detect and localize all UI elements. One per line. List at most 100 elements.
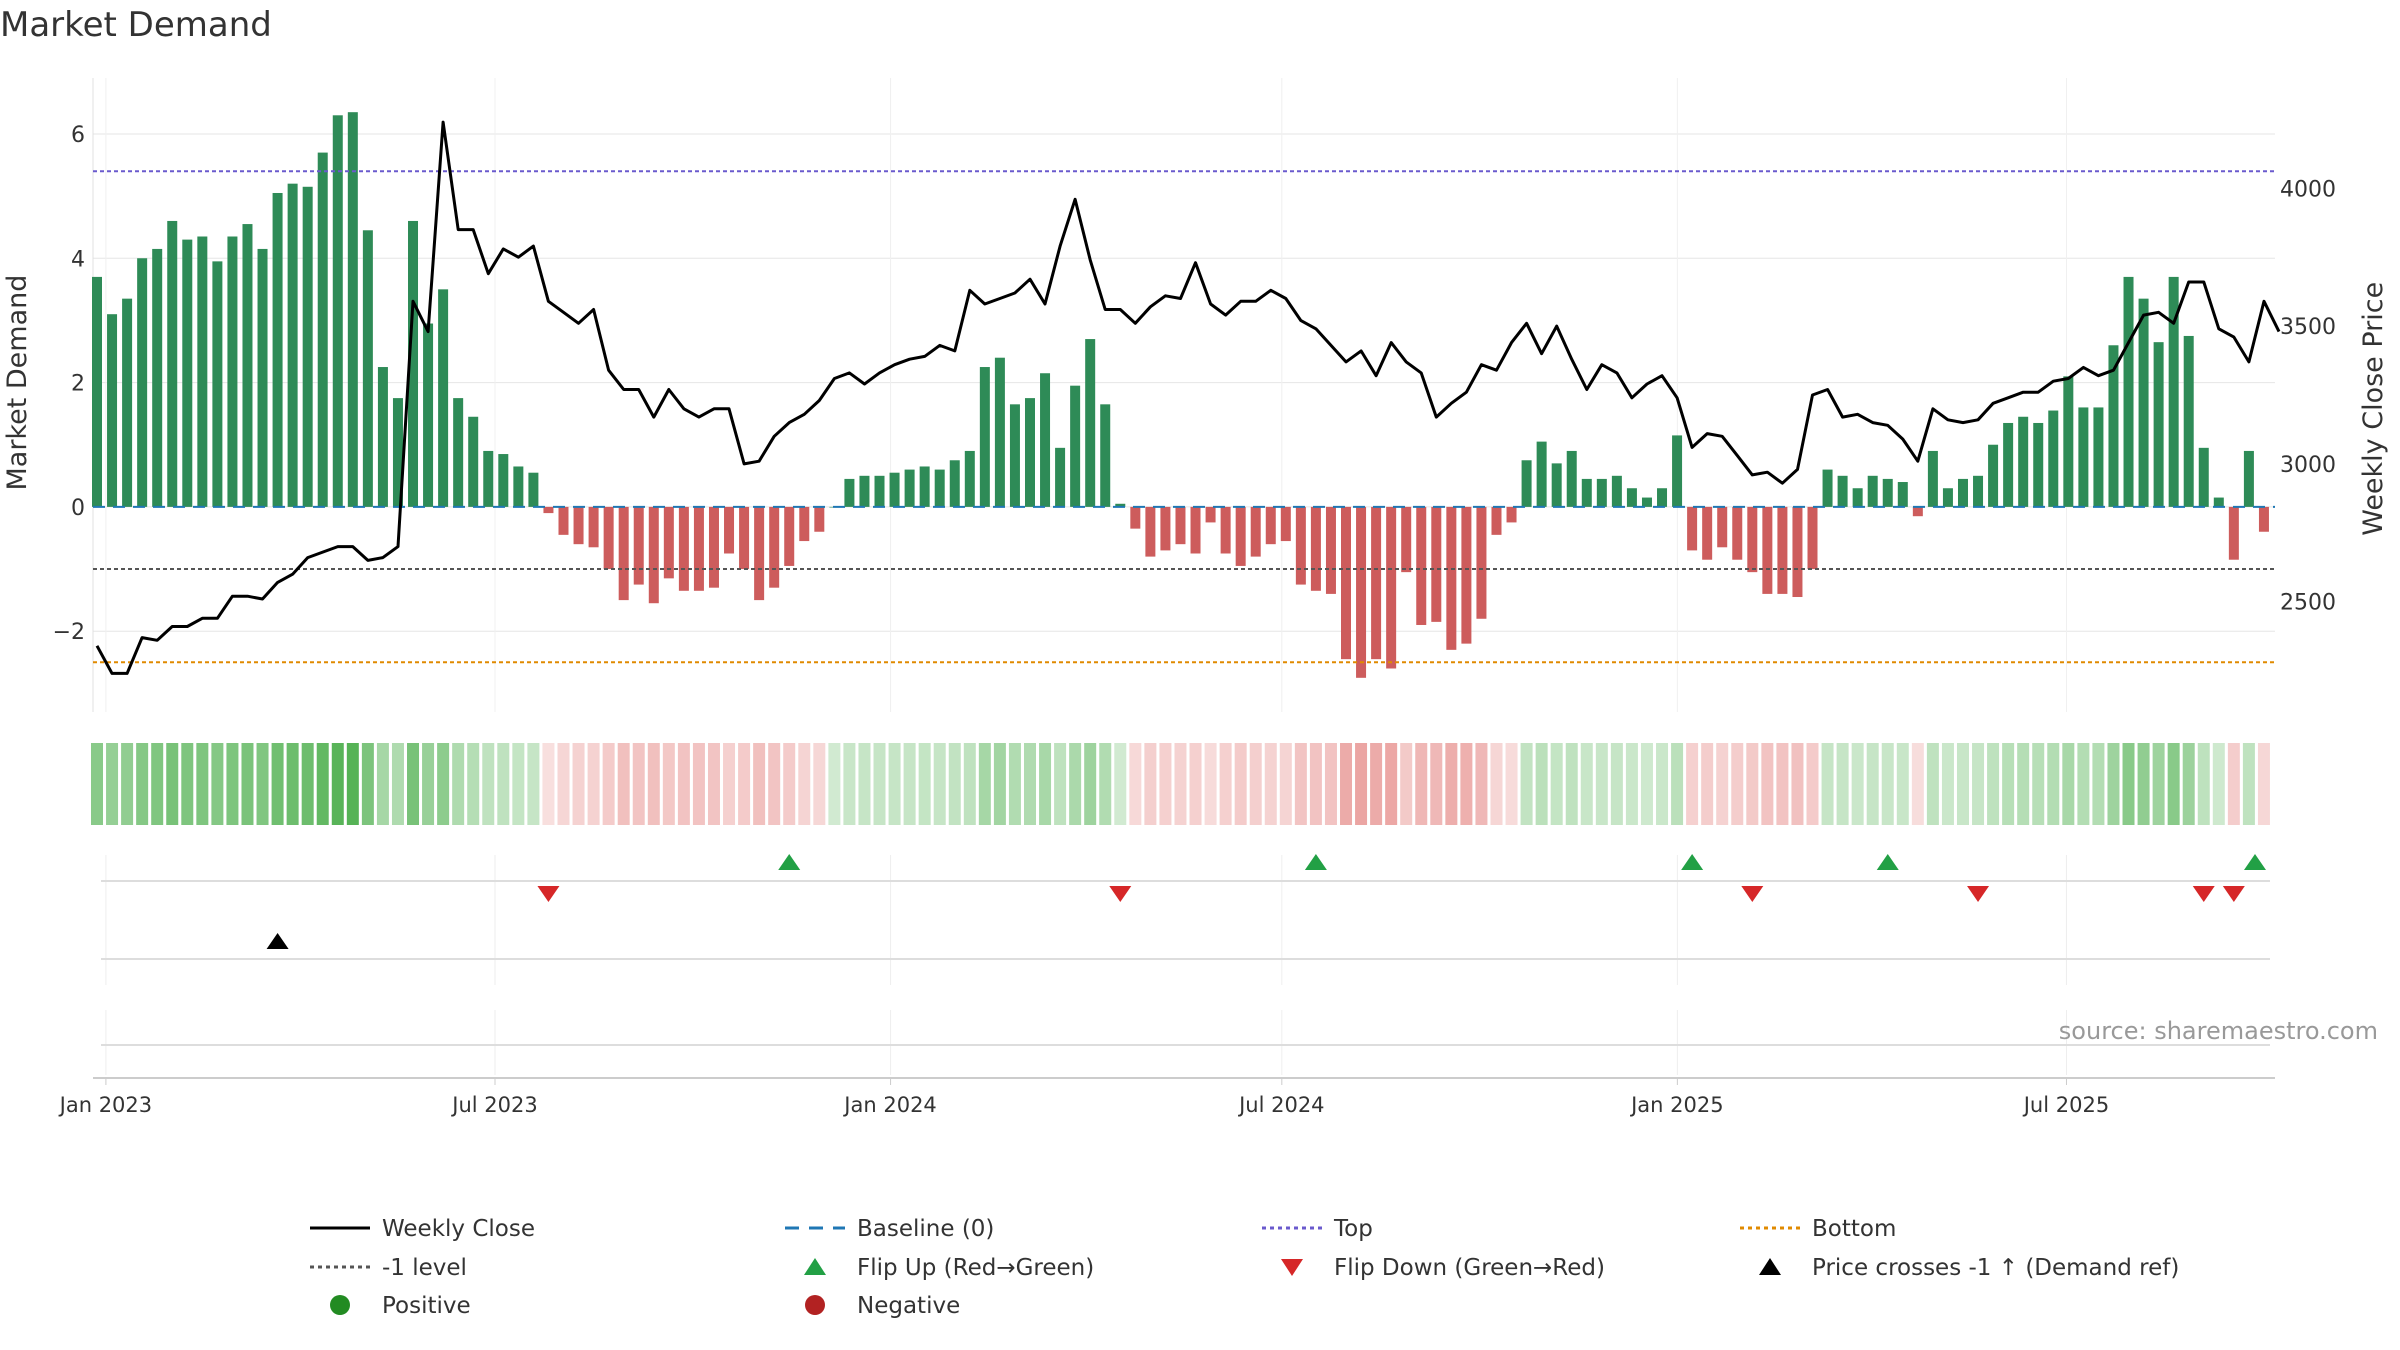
heat-cell	[2047, 743, 2060, 825]
heat-cell	[1671, 743, 1684, 825]
heat-cell	[2137, 743, 2150, 825]
bar-positive	[212, 261, 223, 507]
heat-cell	[843, 743, 856, 825]
heat-cell	[798, 743, 811, 825]
bar-negative	[1235, 506, 1246, 566]
heat-cell	[1640, 743, 1653, 825]
bar-positive	[1942, 488, 1953, 507]
heat-cell	[2167, 743, 2180, 825]
heat-cell	[226, 743, 239, 825]
bar-negative	[1491, 506, 1502, 535]
bar-negative	[2228, 506, 2239, 560]
heat-cell	[1279, 743, 1292, 825]
y2-tick-label: 3500	[2280, 315, 2336, 340]
y2-tick-label: 4000	[2280, 177, 2336, 202]
bar-negative	[1446, 506, 1457, 650]
heat-cell	[1355, 743, 1368, 825]
heat-cell	[572, 743, 585, 825]
bar-negative	[1160, 506, 1171, 551]
heat-cell	[617, 743, 630, 825]
y-tick-label: 2	[71, 372, 85, 397]
bar-positive	[242, 224, 253, 507]
heat-cell	[1731, 743, 1744, 825]
bar-negative	[543, 506, 554, 514]
bar-negative	[1371, 506, 1382, 660]
bar-negative	[573, 506, 584, 545]
heat-cell	[422, 743, 435, 825]
heat-cell	[106, 743, 119, 825]
bar-positive	[1867, 475, 1878, 507]
legend-label: Flip Down (Green→Red)	[1334, 1255, 1605, 1281]
heat-cell	[1791, 743, 1804, 825]
bar-negative	[754, 506, 765, 601]
heat-cell	[858, 743, 871, 825]
legend-item: Negative	[805, 1293, 960, 1319]
heat-cell	[783, 743, 796, 825]
heat-cell	[768, 743, 781, 825]
bar-negative	[588, 506, 599, 548]
x-tick-label: Jan 2024	[842, 1093, 937, 1117]
bar-positive	[1009, 404, 1020, 507]
reference-lines	[93, 170, 2275, 664]
legend-swatch-triangle-up	[1759, 1258, 1781, 1275]
legend: Weekly Close Baseline (0) Top Bottom -1 leve…	[310, 1216, 2179, 1319]
bar-positive	[528, 472, 539, 507]
bar-negative	[769, 506, 780, 588]
heat-cell	[2032, 743, 2045, 825]
heat-cell	[1475, 743, 1488, 825]
bar-positive	[1611, 475, 1622, 507]
axes: −2 0 2 4 6 2500 3000 3500 4000 Market Demand Weekl…	[2, 123, 2389, 1117]
bar-negative	[1416, 506, 1427, 625]
heat-cell	[301, 743, 314, 825]
heat-cell	[1881, 743, 1894, 825]
bar-negative	[2258, 506, 2269, 532]
bar-positive	[468, 416, 479, 507]
weekly-close-line	[95, 120, 2281, 675]
legend-swatch-circle	[330, 1295, 350, 1315]
heat-cell	[2017, 743, 2030, 825]
heat-cell	[151, 743, 164, 825]
heat-cell	[1400, 743, 1413, 825]
bar-positive	[979, 367, 990, 507]
heat-cell	[331, 743, 344, 825]
flip-up-marker	[1304, 854, 1327, 870]
heat-cell	[256, 743, 269, 825]
heat-cell	[1535, 743, 1548, 825]
bar-positive	[513, 466, 524, 507]
bar-positive	[1536, 441, 1547, 507]
bar-negative	[1310, 506, 1321, 591]
heat-cell	[933, 743, 946, 825]
legend-label: Top	[1333, 1216, 1373, 1242]
x-tick-label: Jul 2024	[1237, 1093, 1324, 1117]
bar-negative	[1762, 506, 1773, 594]
heat-cell	[1174, 743, 1187, 825]
heat-cell	[2242, 743, 2255, 825]
x-tick-label: Jul 2023	[450, 1093, 537, 1117]
flip-up-marker	[1681, 854, 1704, 870]
heat-cell	[1099, 743, 1112, 825]
bar-positive	[92, 276, 102, 507]
bar-positive	[874, 475, 885, 507]
bar-positive	[2018, 416, 2029, 507]
bar-positive	[2003, 422, 2014, 507]
legend-swatch-triangle-up	[804, 1258, 826, 1275]
bar-positive	[197, 236, 208, 507]
legend-label: Flip Up (Red→Green)	[857, 1255, 1094, 1281]
heat-cell	[2077, 743, 2090, 825]
heat-cell	[888, 743, 901, 825]
y-tick-label: 4	[71, 247, 85, 272]
heat-cell	[497, 743, 510, 825]
price-cross-marker	[266, 933, 289, 949]
bar-positive	[1973, 475, 1984, 507]
heat-cell	[828, 743, 841, 825]
bar-positive	[272, 192, 283, 507]
bar-positive	[1581, 478, 1592, 507]
heat-cell	[1114, 743, 1127, 825]
bar-negative	[1912, 506, 1923, 517]
bar-positive	[949, 460, 960, 507]
bar-positive	[423, 323, 434, 507]
demand-heat-strip	[91, 743, 2270, 825]
heat-cell	[918, 743, 931, 825]
heat-cell	[963, 743, 976, 825]
heat-cell	[467, 743, 480, 825]
